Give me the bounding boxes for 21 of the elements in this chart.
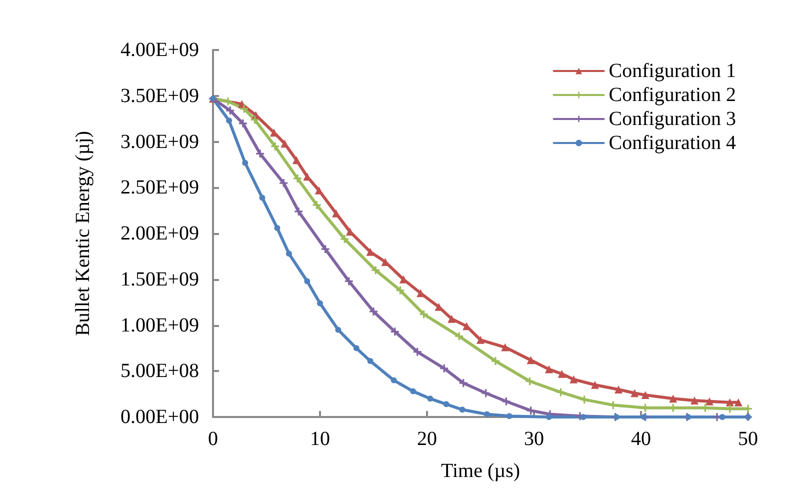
x-tick-label: 0 xyxy=(208,428,218,450)
y-tick-label: 3.50E+09 xyxy=(120,84,199,107)
y-tick-label: 2.00E+09 xyxy=(120,222,199,244)
x-tick-label: 30 xyxy=(524,428,544,450)
y-tick-label: 2.50E+09 xyxy=(120,176,199,199)
legend-label: Configuration 3 xyxy=(608,108,736,130)
y-tick-label: 0.00E+00 xyxy=(120,406,199,428)
y-tick-label: 4.00E+09 xyxy=(120,39,199,61)
legend-label: Configuration 1 xyxy=(608,60,736,82)
x-tick-label: 50 xyxy=(738,428,758,450)
x-tick-label: 20 xyxy=(417,428,437,450)
x-tick-label: 10 xyxy=(310,428,330,450)
x-axis-title: Time (µs) xyxy=(440,460,520,482)
y-tick-label: 3.00E+09 xyxy=(120,130,199,153)
legend-label: Configuration 2 xyxy=(608,84,736,106)
y-tick-label: 1.00E+09 xyxy=(120,314,199,336)
y-tick-label: 5.00E+08 xyxy=(120,360,199,382)
x-tick-label: 40 xyxy=(631,428,651,450)
y-axis-title: Bullet Kentic Energy (µj) xyxy=(72,131,94,336)
y-tick-label: 1.50E+09 xyxy=(120,268,199,290)
legend-label: Configuration 4 xyxy=(608,132,736,154)
